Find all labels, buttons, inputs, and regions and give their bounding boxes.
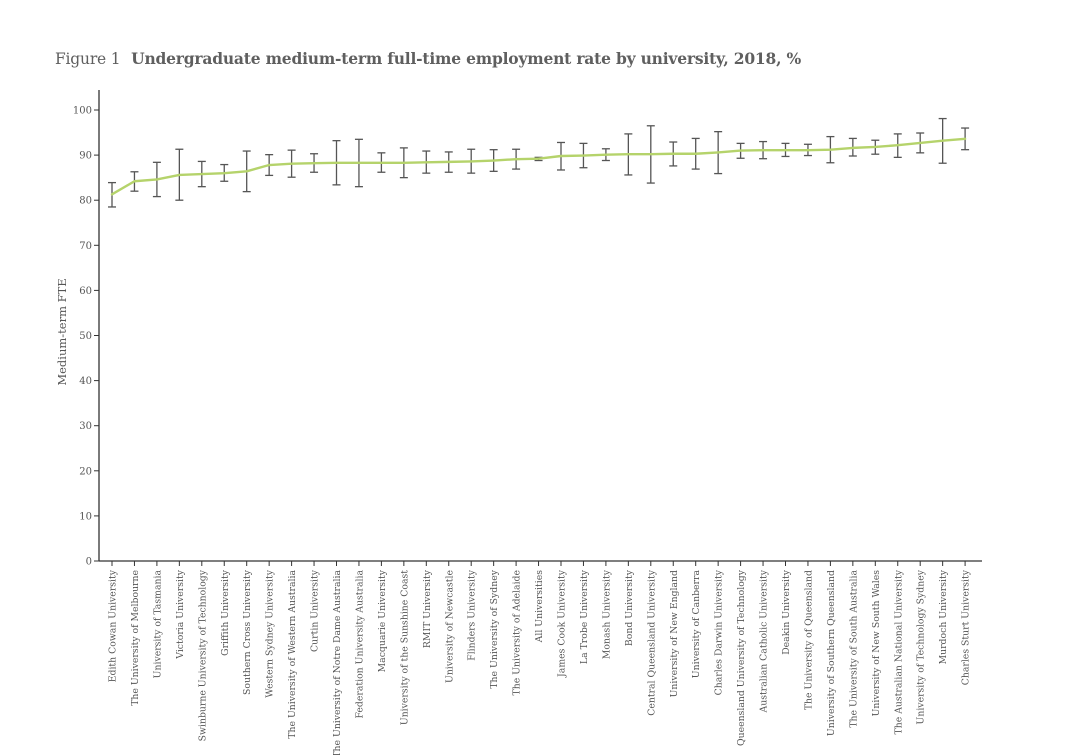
y-tick-label: 0 — [86, 557, 92, 568]
x-tick-label: Swinburne University of Technology — [197, 569, 208, 741]
x-tick-label: Central Queensland University — [646, 569, 657, 716]
y-tick-label: 100 — [73, 106, 92, 117]
y-tick-label: 10 — [79, 511, 92, 522]
y-tick-label: 80 — [79, 196, 92, 207]
x-tick-label: Deakin University — [781, 569, 792, 655]
x-tick-label: The University of Adelaide — [512, 570, 523, 696]
x-tick-label: Charles Darwin University — [714, 569, 725, 695]
y-tick-label: 60 — [79, 286, 92, 297]
x-tick-label: The University of Sydney — [489, 569, 500, 688]
x-tick-label: The University of South Australia — [848, 570, 859, 728]
x-tick-label: RMIT University — [422, 569, 433, 648]
x-tick-label: The Australian National University — [893, 569, 904, 734]
y-tick-label: 90 — [79, 151, 92, 162]
x-tick-label: The University of Western Australia — [287, 570, 298, 739]
x-tick-label: Victoria University — [175, 569, 186, 659]
x-tick-label: The University of Notre Dame Australia — [332, 570, 343, 755]
x-tick-label: Monash University — [601, 569, 612, 659]
y-axis-title: Medium-term FTE — [55, 278, 69, 385]
x-tick-label: Australian Catholic University — [759, 569, 770, 713]
x-tick-label: James Cook University — [557, 569, 568, 678]
x-tick-label: The University of Queensland — [803, 570, 814, 710]
y-tick-label: 20 — [79, 466, 92, 477]
y-axis: 0 10 20 30 40 50 60 70 80 90 100 — [73, 90, 100, 568]
x-tick-label: Macquarie University — [377, 569, 388, 672]
x-tick-label: Western Sydney University — [265, 569, 276, 697]
x-axis: Edith Cowan University The University of … — [99, 560, 982, 755]
x-tick-label: Charles Sturt University — [961, 569, 972, 685]
x-tick-label: The University of Melbourne — [130, 570, 141, 706]
figure-title-text: Undergraduate medium-term full-time empl… — [131, 49, 802, 68]
series-line-group — [110, 137, 967, 196]
x-tick-label: University of the Sunshine Coast — [399, 570, 410, 725]
figure-label: Figure 1 — [55, 50, 121, 68]
x-tick-label: University of Southern Queensland — [826, 570, 837, 736]
x-tick-label: Southern Cross University — [242, 569, 253, 695]
error-bars — [108, 117, 970, 208]
y-tick-label: 50 — [79, 331, 92, 342]
x-tick-label: Bond University — [624, 569, 635, 646]
x-tick-label: Flinders University — [467, 569, 478, 660]
figure-title: Figure 1 Undergraduate medium-term full-… — [55, 49, 801, 68]
x-tick-label: Curtin University — [310, 569, 321, 652]
x-tick-label: Federation University Australia — [354, 570, 365, 719]
x-tick-label: Edith Cowan University — [108, 569, 119, 682]
series-line — [110, 137, 967, 196]
x-tick-label: Griffith University — [220, 569, 231, 656]
x-tick-label: University of Newcastle — [444, 570, 455, 683]
x-tick-label: Queensland University of Technology — [736, 569, 747, 746]
y-tick-label: 40 — [79, 376, 92, 387]
y-tick-label: 30 — [79, 421, 92, 432]
y-tick-label: 70 — [79, 241, 92, 252]
x-tick-label: Murdoch University — [938, 569, 949, 664]
x-tick-label: University of Tasmania — [152, 570, 163, 679]
x-tick-label: La Trobe University — [579, 569, 590, 664]
x-tick-label: University of Technology Sydney — [916, 569, 927, 724]
x-tick-label: University of New England — [669, 570, 680, 697]
x-tick-label: University of New South Wales — [871, 570, 882, 717]
x-tick-label: University of Canberra — [691, 570, 702, 679]
x-tick-label: All Universities — [534, 570, 545, 644]
